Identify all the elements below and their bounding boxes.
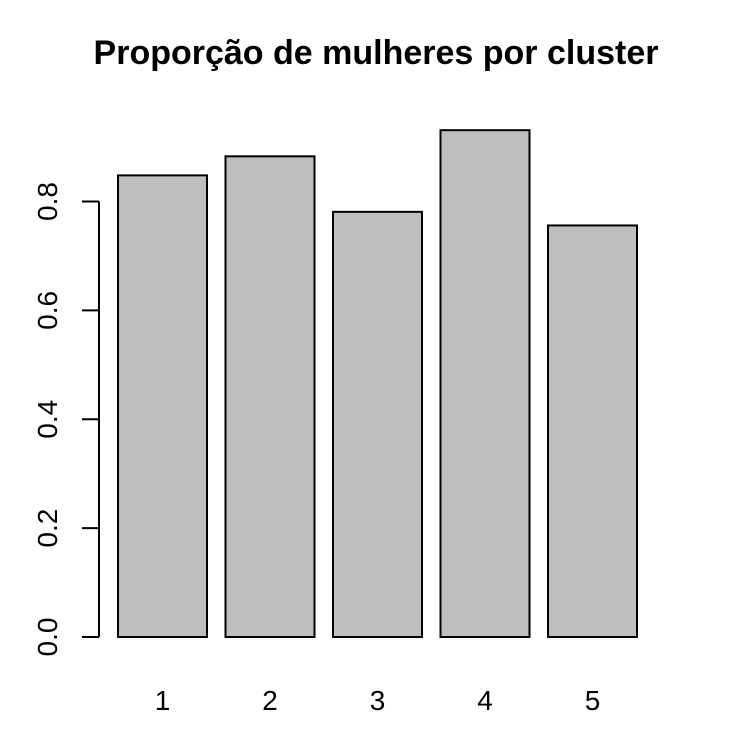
bar-3 [332, 210, 423, 638]
y-tick-label: 0.6 [32, 291, 63, 330]
bar-1 [117, 174, 208, 638]
x-tick-label: 4 [477, 685, 493, 716]
chart-title: Proporção de mulheres por cluster [94, 34, 659, 72]
y-tick-label: 0.2 [32, 509, 63, 548]
x-tick-label: 5 [585, 685, 601, 716]
bar-2 [224, 155, 316, 639]
x-tick-label: 2 [262, 685, 278, 716]
y-tick-label: 0.4 [32, 400, 63, 439]
x-tick-label: 1 [155, 685, 171, 716]
y-tick-label: 0.0 [32, 618, 63, 657]
x-tick-label: 3 [370, 685, 386, 716]
bar-5 [547, 224, 638, 638]
bar-4 [439, 129, 531, 638]
x-axis-labels: 1 2 3 4 5 [155, 685, 601, 716]
y-tick-label: 0.8 [32, 182, 63, 221]
y-axis: 0.0 0.2 0.4 0.6 0.8 [32, 182, 100, 657]
bars [117, 129, 638, 639]
